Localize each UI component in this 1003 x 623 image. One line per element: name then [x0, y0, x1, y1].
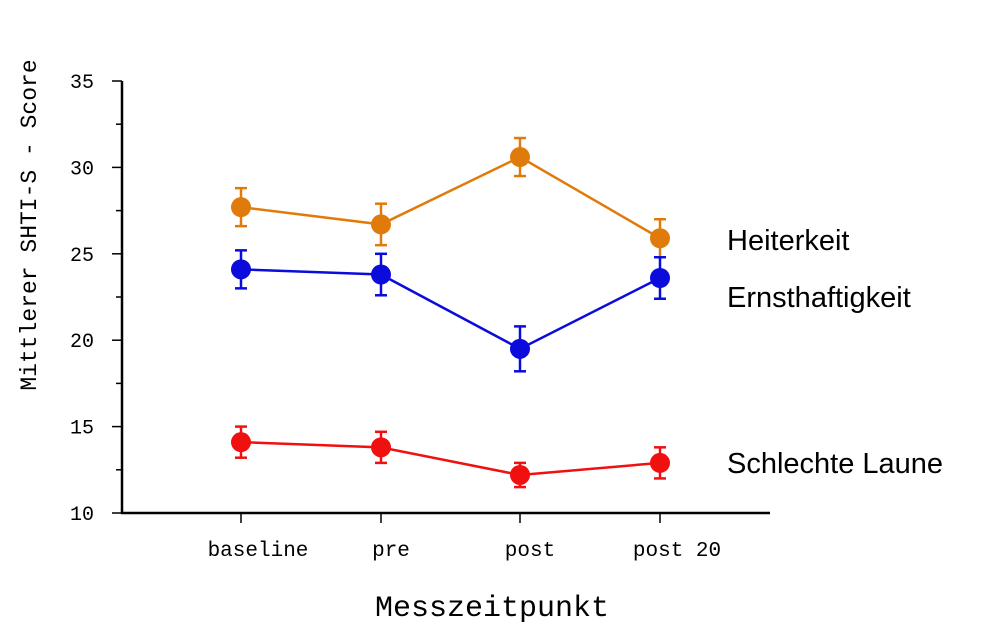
x-tick-label: post 20	[633, 540, 721, 563]
y-tick-label: 10	[70, 504, 94, 527]
series-layer	[231, 136, 670, 489]
x-tick-label: post	[505, 540, 555, 563]
series-label: Heiterkeit	[727, 225, 850, 257]
data-point	[650, 228, 670, 249]
y-tick-label: 25	[70, 245, 94, 268]
y-tick-label: 35	[70, 72, 94, 95]
data-point	[231, 197, 251, 218]
data-point	[231, 259, 251, 280]
x-axis-label: Messzeitpunkt	[375, 592, 609, 623]
series-label: Schlechte Laune	[727, 448, 943, 480]
series-label: Ernsthaftigkeit	[727, 282, 911, 314]
data-point	[371, 437, 391, 458]
series-ernsthaftigkeit	[231, 249, 670, 373]
series-line	[240, 268, 661, 351]
series-schlechte-laune	[231, 425, 670, 489]
data-point	[510, 338, 530, 359]
series-line	[240, 155, 661, 240]
series-heiterkeit	[231, 136, 670, 259]
y-tick-label: 15	[70, 418, 94, 441]
data-point	[650, 267, 670, 288]
y-axis-label: Mittlerer SHTI-S - Score	[17, 59, 43, 390]
axes: 10 15 20 25 30 35 baseline pre post post 20	[70, 72, 770, 563]
y-tick-label: 20	[70, 331, 94, 354]
data-point	[371, 264, 391, 285]
data-point	[231, 432, 251, 453]
x-tick-label: pre	[372, 540, 410, 563]
data-point	[650, 452, 670, 473]
series-line	[240, 440, 661, 477]
data-point	[510, 147, 530, 168]
labels-layer: Heiterkeit Ernsthaftigkeit Schlechte Laune	[727, 225, 943, 480]
y-tick-label: 30	[70, 158, 94, 181]
data-point	[510, 464, 530, 485]
data-point	[371, 214, 391, 235]
x-tick-label: baseline	[208, 540, 309, 563]
